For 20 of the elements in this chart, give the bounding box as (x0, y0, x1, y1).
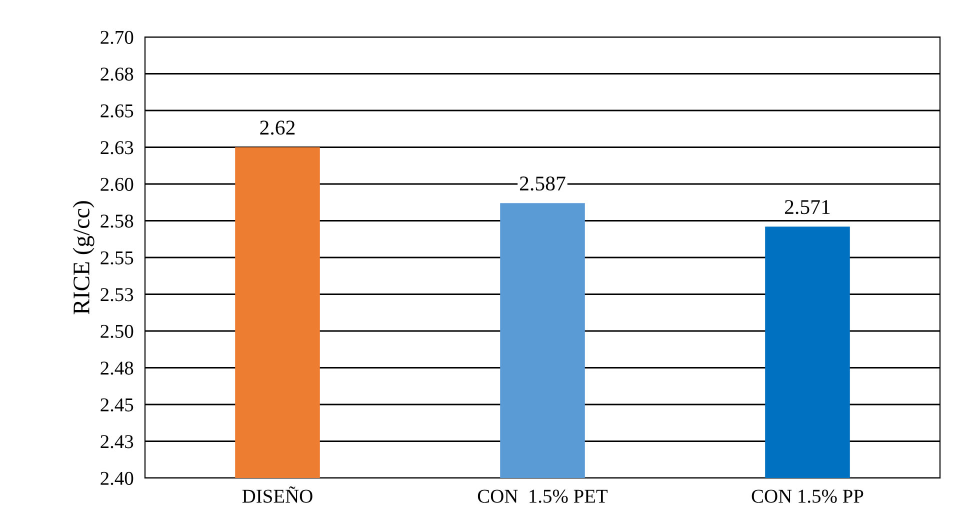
y-tick-label: 2.55 (100, 251, 134, 265)
y-tick-label: 2.43 (100, 435, 134, 448)
x-tick-label: CON 1.5% PET (478, 490, 608, 503)
y-tick-label: 2.70 (100, 30, 134, 44)
data-label: 2.62 (260, 120, 295, 135)
y-tick-label: 2.48 (100, 362, 134, 375)
y-tick-label: 2.68 (100, 68, 134, 81)
y-tick-label: 2.63 (100, 141, 134, 154)
y-tick-label: 2.60 (100, 178, 134, 192)
y-tick-label: 2.40 (100, 472, 134, 486)
y-tick-label: 2.65 (100, 104, 134, 118)
x-tick-label: DISEÑO (242, 486, 312, 503)
x-tick-label: CON 1.5% PP (752, 490, 864, 503)
data-label: 2.571 (784, 200, 830, 214)
y-tick-label: 2.58 (100, 214, 134, 228)
y-tick-label: 2.45 (100, 398, 134, 412)
y-tick-label: 2.53 (100, 288, 134, 302)
y-tick-label: 2.50 (100, 324, 134, 338)
data-label: 2.587 (520, 176, 566, 191)
y-axis-title: RICE (g/cc) (72, 201, 94, 314)
